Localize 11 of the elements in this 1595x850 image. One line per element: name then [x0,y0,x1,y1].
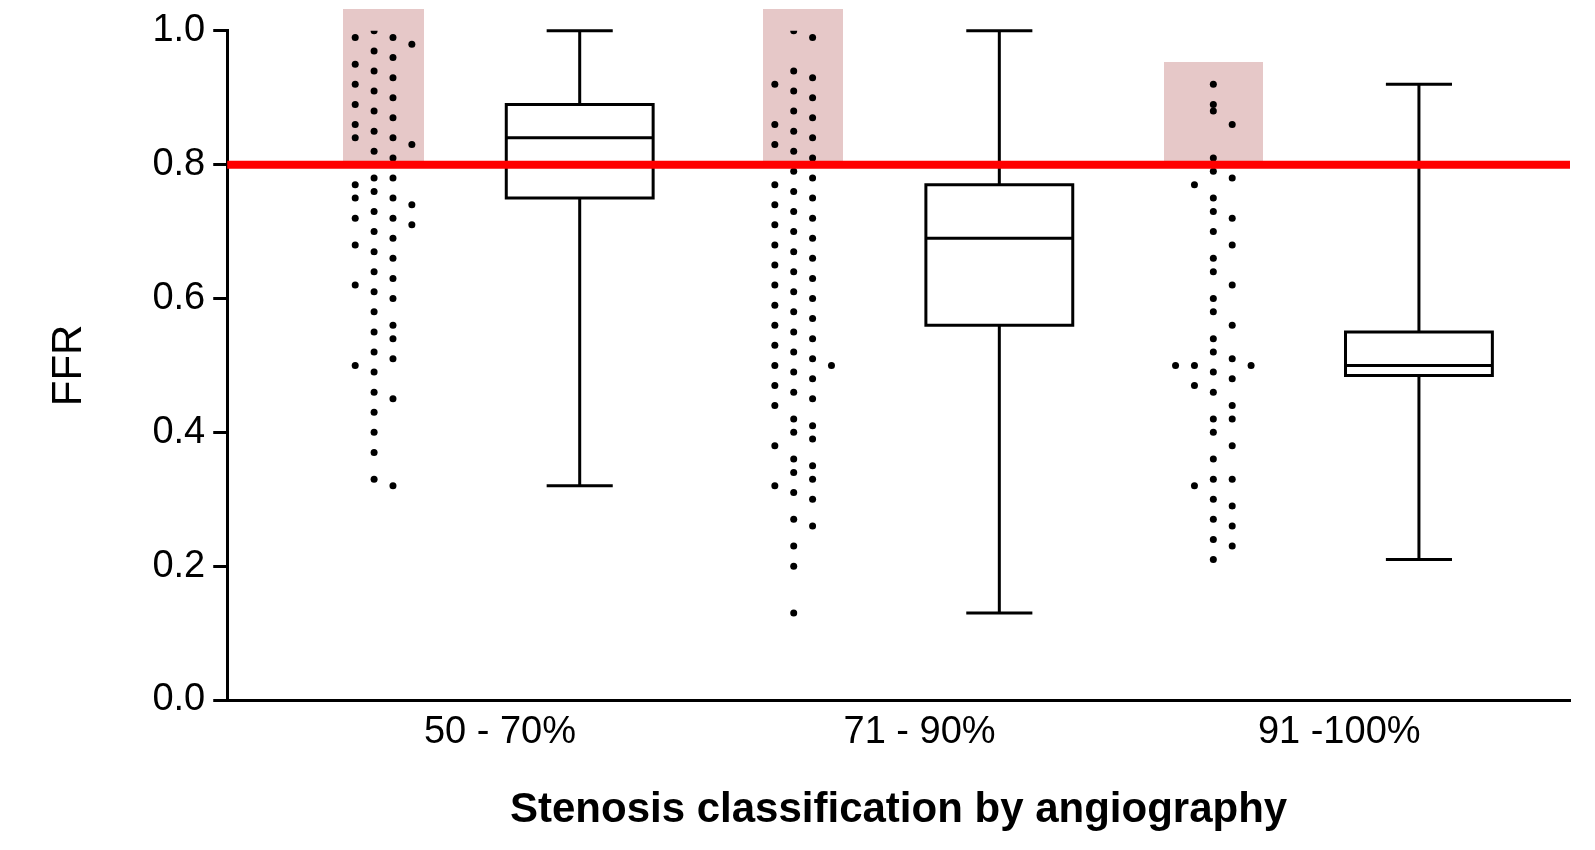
y-tick-label: 0.6 [152,274,206,317]
x-tick-label: 91 -100% [1257,709,1421,752]
y-tick-label: 0.4 [152,408,206,451]
y-tick-label: 0.0 [152,676,206,719]
x-tick-label: 71 - 90% [843,709,996,752]
y-tick-label: 1.0 [152,7,206,50]
y-tick-label: 0.8 [152,141,206,184]
x-tick-label: 50 - 70% [423,709,577,752]
y-axis-title: FFR [42,324,90,407]
y-tick-label: 0.2 [152,542,206,585]
x-axis-title: Stenosis classification by angiography [510,784,1288,832]
